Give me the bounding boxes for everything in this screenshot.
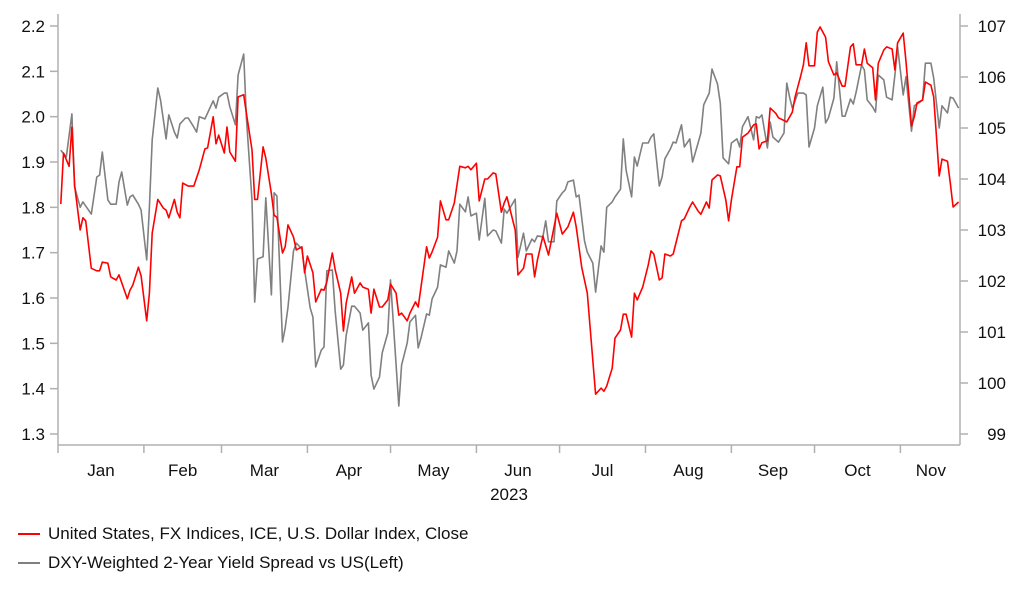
month-label: May — [417, 461, 450, 480]
month-label: Oct — [844, 461, 871, 480]
month-label: Aug — [673, 461, 703, 480]
left-tick-label: 1.5 — [21, 334, 45, 353]
right-tick-label: 100 — [978, 374, 1006, 393]
legend-item-dxy: United States, FX Indices, ICE, U.S. Dol… — [18, 524, 468, 544]
left-tick-label: 1.9 — [21, 153, 45, 172]
right-tick-label: 105 — [978, 119, 1006, 138]
right-tick-label: 102 — [978, 272, 1006, 291]
month-label: Apr — [336, 461, 363, 480]
legend-label: United States, FX Indices, ICE, U.S. Dol… — [48, 524, 469, 543]
x-axis-year-label: 2023 — [490, 485, 528, 504]
month-label: Jul — [592, 461, 614, 480]
right-tick-label: 106 — [978, 68, 1006, 87]
right-tick-label: 104 — [978, 170, 1006, 189]
month-label: Mar — [250, 461, 280, 480]
axes — [50, 14, 968, 453]
axis-labels: 1.3 1.4 1.5 1.6 1.7 1.8 1.9 2.0 2.1 2.2 99 100 101 10… — [21, 17, 1006, 504]
left-tick-label: 1.6 — [21, 289, 45, 308]
series-line-yield-spread — [60, 46, 960, 407]
right-tick-label: 107 — [978, 17, 1006, 36]
left-tick-label: 2.0 — [21, 108, 45, 127]
left-tick-label: 2.1 — [21, 62, 45, 81]
legend-swatch-gray — [18, 562, 40, 564]
left-tick-label: 1.4 — [21, 380, 45, 399]
series-lines — [60, 26, 960, 407]
right-tick-label: 99 — [987, 425, 1006, 444]
right-tick-label: 101 — [978, 323, 1006, 342]
left-tick-label: 1.7 — [21, 244, 45, 263]
month-label: Jun — [504, 461, 531, 480]
legend-label: DXY-Weighted 2-Year Yield Spread vs US(L… — [48, 553, 404, 572]
left-tick-label: 1.3 — [21, 425, 45, 444]
legend-item-yield-spread: DXY-Weighted 2-Year Yield Spread vs US(L… — [18, 553, 404, 573]
legend-swatch-red — [18, 533, 40, 535]
series-line-dxy — [60, 26, 960, 396]
month-label: Jan — [87, 461, 114, 480]
month-label: Sep — [758, 461, 788, 480]
month-label: Nov — [916, 461, 947, 480]
left-tick-label: 1.8 — [21, 198, 45, 217]
right-tick-label: 103 — [978, 221, 1006, 240]
month-label: Feb — [168, 461, 197, 480]
left-tick-label: 2.2 — [21, 17, 45, 36]
